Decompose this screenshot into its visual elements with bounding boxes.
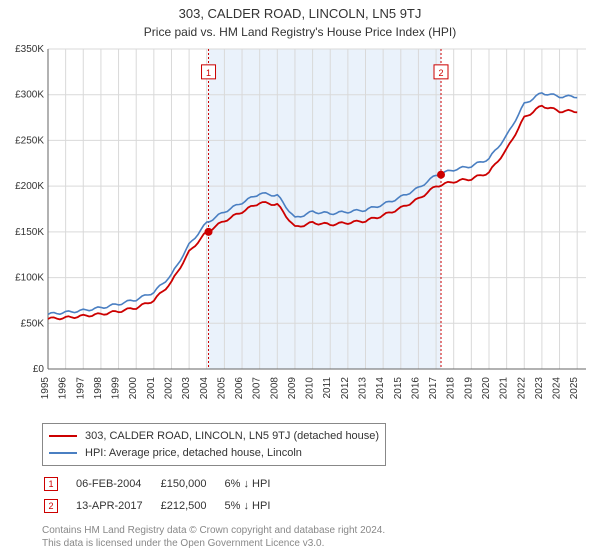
svg-text:2006: 2006 [234, 377, 245, 400]
svg-text:2022: 2022 [516, 377, 527, 400]
svg-text:2004: 2004 [199, 377, 210, 400]
svg-text:2013: 2013 [358, 377, 369, 400]
svg-text:1997: 1997 [75, 377, 86, 400]
svg-text:1998: 1998 [93, 377, 104, 400]
legend-item: HPI: Average price, detached house, Linc… [49, 445, 379, 462]
svg-text:1: 1 [206, 68, 211, 78]
svg-text:1996: 1996 [58, 377, 69, 400]
svg-text:2003: 2003 [181, 377, 192, 400]
svg-text:2001: 2001 [146, 377, 157, 400]
svg-text:2010: 2010 [305, 377, 316, 400]
footer-line-1: Contains HM Land Registry data © Crown c… [42, 524, 592, 537]
svg-text:2011: 2011 [322, 377, 333, 399]
sale-row: 2 13-APR-2017£212,5005% ↓ HPI [44, 496, 286, 516]
svg-text:£50K: £50K [21, 318, 45, 329]
legend-swatch [49, 435, 77, 437]
svg-text:2021: 2021 [499, 377, 510, 400]
svg-text:£100K: £100K [15, 273, 44, 284]
svg-text:2002: 2002 [163, 377, 174, 400]
svg-text:2018: 2018 [446, 377, 457, 400]
legend-swatch [49, 452, 77, 454]
svg-text:£200K: £200K [15, 181, 44, 192]
price-chart: £0 £50K £100K £150K £200K £250K £300K £350K 1995… [8, 45, 592, 415]
svg-text:£150K: £150K [15, 227, 44, 238]
sales-table: 1 06-FEB-2004£150,0006% ↓ HPI 2 13-APR-2017… [42, 472, 288, 518]
sale-marker-icon: 2 [44, 499, 58, 513]
svg-text:2025: 2025 [569, 377, 580, 400]
legend-label: HPI: Average price, detached house, Linc… [85, 445, 302, 462]
svg-text:2007: 2007 [252, 377, 263, 400]
sale-price: £212,500 [161, 496, 223, 516]
svg-text:2015: 2015 [393, 377, 404, 400]
svg-text:2020: 2020 [481, 377, 492, 400]
sale-marker-cell: 1 [44, 474, 74, 494]
sale-date: 13-APR-2017 [76, 496, 159, 516]
chart-subtitle: Price paid vs. HM Land Registry's House … [8, 25, 592, 39]
svg-text:£300K: £300K [15, 90, 44, 101]
chart-title: 303, CALDER ROAD, LINCOLN, LN5 9TJ [8, 6, 592, 21]
svg-text:2008: 2008 [269, 377, 280, 400]
attribution-footer: Contains HM Land Registry data © Crown c… [42, 524, 592, 550]
svg-text:2019: 2019 [463, 377, 474, 400]
sale-date: 06-FEB-2004 [76, 474, 159, 494]
legend-item: 303, CALDER ROAD, LINCOLN, LN5 9TJ (deta… [49, 428, 379, 445]
svg-text:2014: 2014 [375, 377, 386, 400]
legend: 303, CALDER ROAD, LINCOLN, LN5 9TJ (deta… [42, 423, 386, 466]
svg-text:1999: 1999 [111, 377, 122, 400]
svg-text:£350K: £350K [15, 45, 44, 55]
svg-text:2024: 2024 [552, 377, 563, 400]
svg-text:£250K: £250K [15, 135, 44, 146]
sale-row: 1 06-FEB-2004£150,0006% ↓ HPI [44, 474, 286, 494]
sale-marker-cell: 2 [44, 496, 74, 516]
svg-text:2023: 2023 [534, 377, 545, 400]
svg-text:2012: 2012 [340, 377, 351, 400]
svg-text:£0: £0 [33, 364, 45, 375]
sale-marker-icon: 1 [44, 477, 58, 491]
svg-text:2005: 2005 [216, 377, 227, 400]
sale-hpi-diff: 5% ↓ HPI [225, 496, 287, 516]
sale-hpi-diff: 6% ↓ HPI [225, 474, 287, 494]
svg-text:2000: 2000 [128, 377, 139, 400]
svg-text:2009: 2009 [287, 377, 298, 400]
svg-text:2016: 2016 [410, 377, 421, 400]
footer-line-2: This data is licensed under the Open Gov… [42, 537, 592, 550]
legend-label: 303, CALDER ROAD, LINCOLN, LN5 9TJ (deta… [85, 428, 379, 445]
svg-text:2: 2 [438, 68, 443, 78]
svg-text:2017: 2017 [428, 377, 439, 400]
sale-price: £150,000 [161, 474, 223, 494]
svg-text:1995: 1995 [40, 377, 51, 400]
